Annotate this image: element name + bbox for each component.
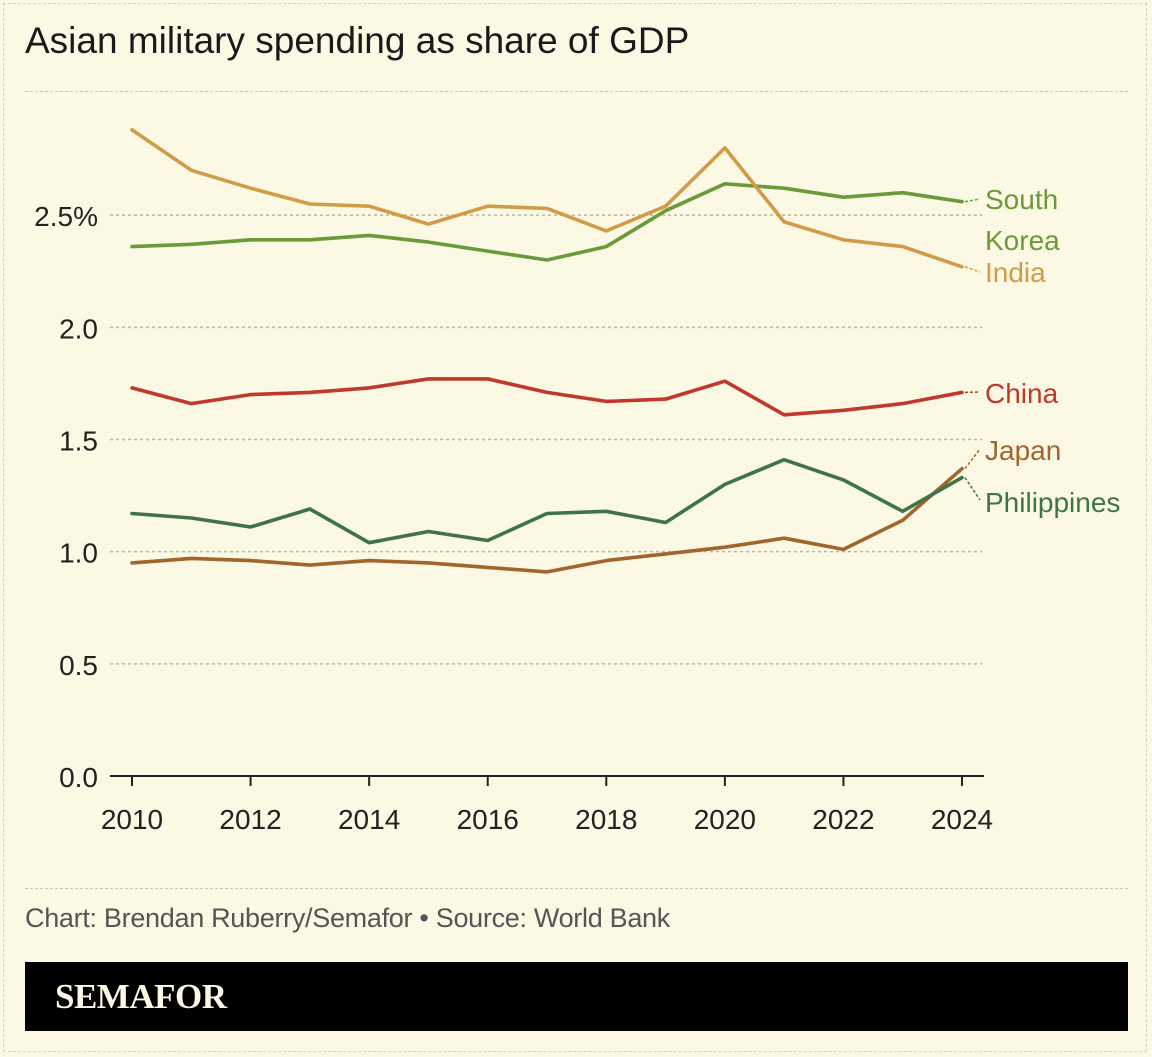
chart-frame [3, 3, 1147, 1052]
series-label-south-korea: Korea [985, 225, 1060, 256]
line-chart: 0.0 0.5 1.0 1.5 2.0 2.5% 2010 2012 2014 2016 2018 2… [34, 128, 1120, 835]
series-label-china: China [985, 378, 1059, 409]
series-line-philippines [130, 457, 964, 545]
top-divider [25, 91, 1128, 92]
bottom-divider [25, 888, 1128, 889]
series-label-philippines: Philippines [985, 487, 1120, 518]
label-leader [964, 448, 981, 470]
x-tick-label: 2016 [457, 804, 519, 835]
series-line-south-korea [130, 182, 964, 262]
x-tick-label: 2024 [931, 804, 993, 835]
series-line-japan [130, 466, 964, 574]
series-label-india: India [985, 257, 1046, 288]
x-tick-label: 2014 [338, 804, 400, 835]
series-line-india [130, 128, 964, 269]
y-tick-label: 0.0 [59, 762, 98, 793]
source-credit: Chart: Brendan Ruberry/Semafor • Source:… [25, 903, 670, 933]
semafor-logo: SEMAFOR [55, 977, 227, 1016]
x-tick-label: 2022 [812, 804, 874, 835]
series-line-china [130, 377, 964, 417]
series-label-japan: Japan [985, 435, 1061, 466]
chart-title: Asian military spending as share of GDP [25, 20, 690, 61]
label-leader [964, 266, 981, 273]
label-leader [964, 477, 981, 501]
label-leader [964, 198, 981, 203]
x-tick-label: 2010 [101, 804, 163, 835]
y-tick-label: 2.5% [34, 201, 98, 232]
y-tick-label: 1.0 [59, 538, 98, 569]
y-tick-label: 2.0 [59, 313, 98, 344]
series-label-south-korea: South [985, 184, 1058, 215]
y-tick-label: 1.5 [59, 426, 98, 457]
x-tick-label: 2018 [575, 804, 637, 835]
y-tick-label: 0.5 [59, 650, 98, 681]
x-tick-label: 2012 [219, 804, 281, 835]
x-tick-label: 2020 [694, 804, 756, 835]
footer-bar: SEMAFOR [25, 962, 1128, 1031]
